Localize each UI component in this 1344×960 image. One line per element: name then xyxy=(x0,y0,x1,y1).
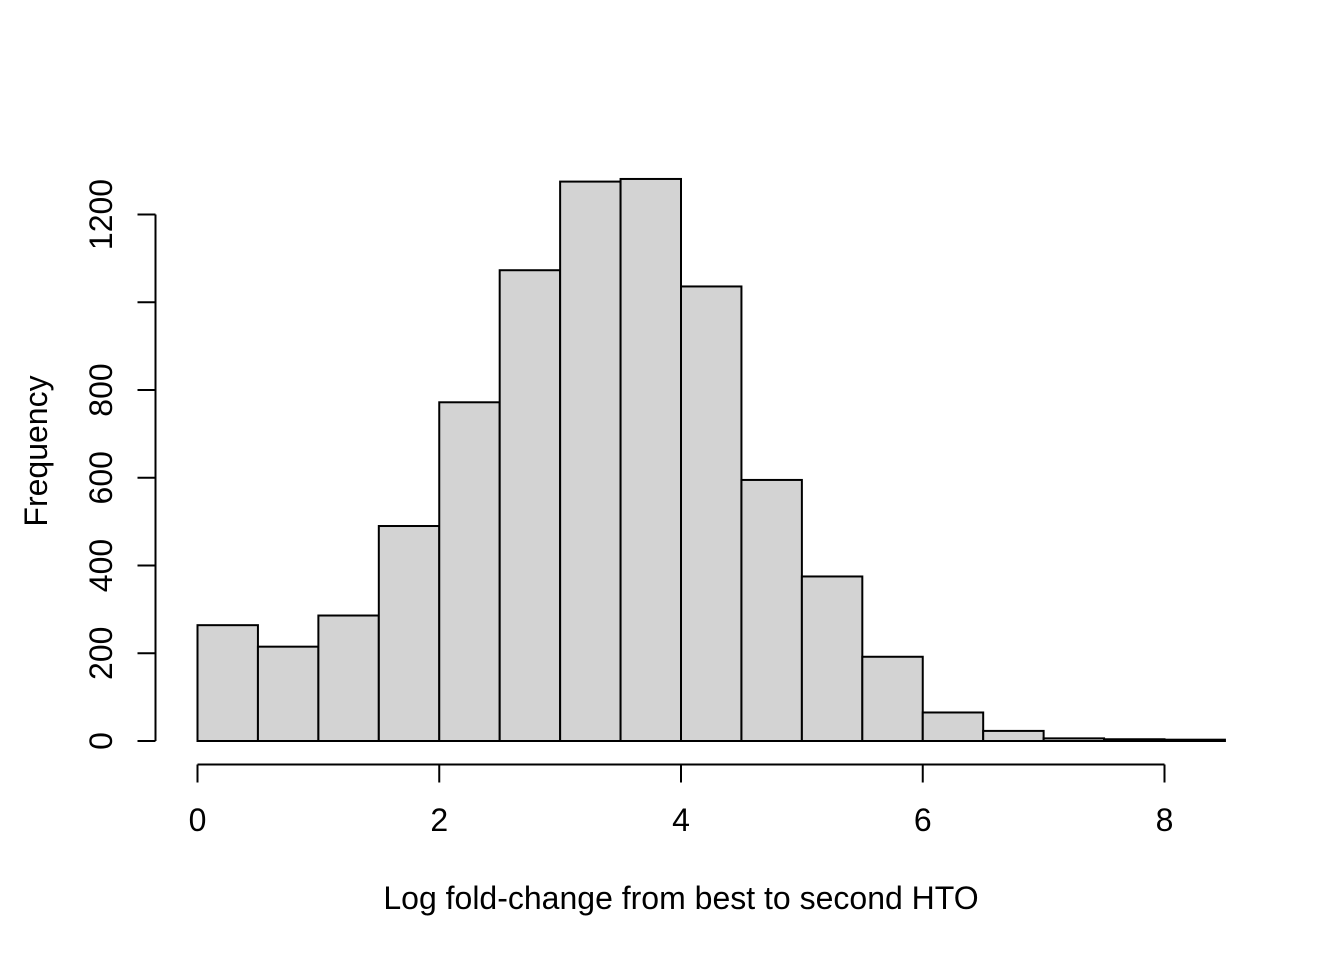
x-axis-title: Log fold-change from best to second HTO xyxy=(383,880,978,916)
histogram-bar xyxy=(680,285,743,742)
histogram-bar xyxy=(861,655,924,743)
histogram-bar xyxy=(559,180,622,742)
histogram-bar xyxy=(498,269,562,742)
histogram-bar xyxy=(256,645,320,743)
histogram-bar xyxy=(377,525,441,743)
x-tick-label: 4 xyxy=(672,802,690,838)
histogram-bar xyxy=(982,729,1045,743)
x-tick-label: 2 xyxy=(430,802,448,838)
y-tick-label: 400 xyxy=(83,539,119,592)
histogram-bar xyxy=(1163,738,1226,743)
histogram-bar xyxy=(619,177,682,742)
histogram-bar xyxy=(800,575,864,742)
histogram-bar xyxy=(317,614,380,743)
histogram-bar xyxy=(740,478,803,742)
histogram-bar xyxy=(438,401,501,742)
histogram-bar xyxy=(1103,738,1166,742)
y-tick-label: 1200 xyxy=(83,179,119,250)
y-tick-label: 200 xyxy=(83,627,119,680)
x-tick-label: 8 xyxy=(1156,802,1174,838)
y-tick-label: 600 xyxy=(83,451,119,504)
y-tick-label: 0 xyxy=(83,732,119,750)
histogram-bar xyxy=(921,711,985,743)
y-tick-label: 800 xyxy=(83,363,119,416)
y-axis-title: Frequency xyxy=(18,375,54,526)
x-tick-label: 0 xyxy=(189,802,207,838)
x-tick-label: 6 xyxy=(914,802,932,838)
histogram-bar xyxy=(1042,737,1106,742)
histogram-bar xyxy=(196,624,259,742)
